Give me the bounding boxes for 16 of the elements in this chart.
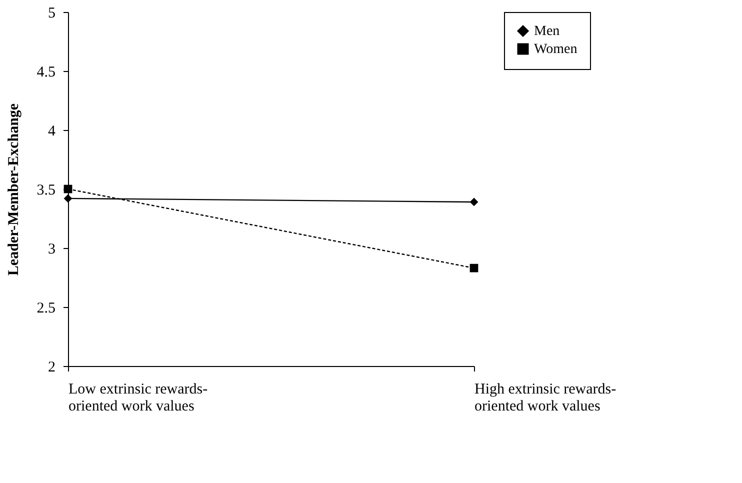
y-tick-label: 3.5 <box>36 182 56 198</box>
point <box>64 184 72 194</box>
legend-label: Men <box>534 24 560 39</box>
x-tick-label: High extrinsic rewards-oriented work values <box>474 382 616 414</box>
y-tick-label: 5 <box>48 6 56 22</box>
point <box>64 194 72 203</box>
y-tick-label: 3 <box>48 242 56 258</box>
point <box>470 198 478 206</box>
point <box>470 264 478 272</box>
y-tick-label: 2 <box>48 360 56 376</box>
x-tick-label: Low extrinsic rewards-oriented work values <box>68 382 208 414</box>
y-axis-title: Leader-Member-Exchange <box>6 103 22 276</box>
y-tick-label: 2.5 <box>36 300 56 316</box>
legend-label: Women <box>534 42 578 57</box>
y-tick-label: 4.5 <box>36 64 56 80</box>
y-tick-label: 4 <box>48 124 56 140</box>
